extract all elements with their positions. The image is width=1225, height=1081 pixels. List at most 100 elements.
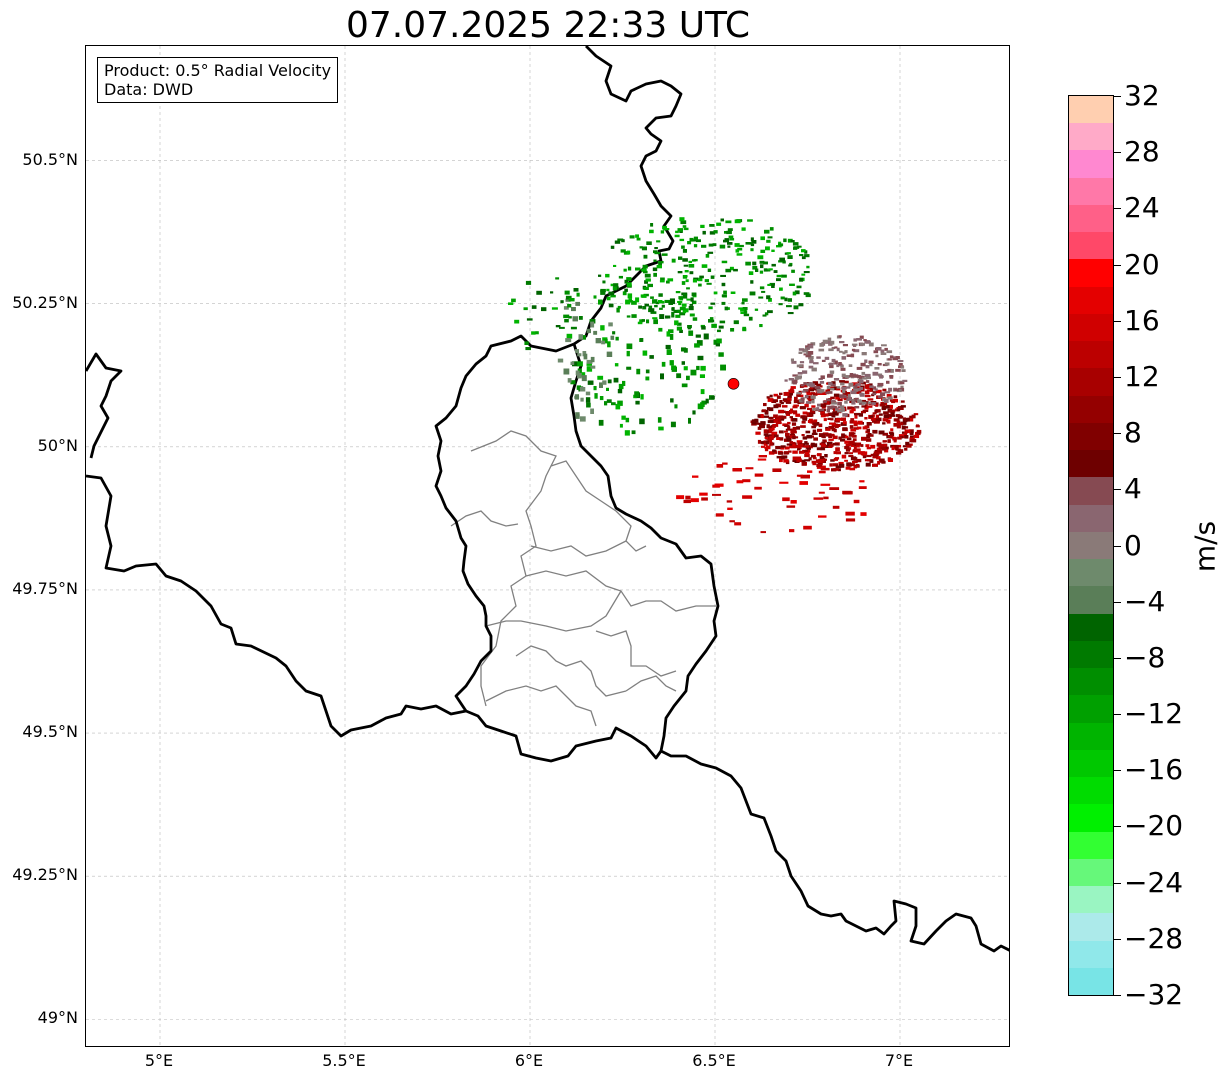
echo-cell [679,306,686,311]
echo-cell [858,375,865,380]
echo-cell [802,411,808,415]
echo-cell [755,268,759,272]
echo-cell [793,399,799,404]
echo-cell [659,280,665,283]
echo-cell [781,274,787,278]
echo-cell [679,329,683,333]
echo-cell [786,505,796,508]
echo-cell [864,390,870,395]
echo-cell [803,382,808,386]
echo-cell [812,407,817,411]
echo-cell [779,400,783,403]
echo-cell [690,297,694,302]
echo-cell [883,411,889,415]
echo-cell [740,308,745,312]
echo-cell [852,449,856,453]
echo-cell [860,512,867,516]
echo-cell [811,460,817,464]
echo-cell [880,402,886,407]
echo-cell [589,319,596,324]
echo-cell [904,429,911,434]
echo-cell [829,487,840,490]
echo-cell [583,353,588,360]
echo-cell [590,321,595,328]
echo-cell [868,342,874,347]
echo-cell [699,374,705,378]
echo-cell [805,354,811,358]
echo-cell [873,419,880,424]
echo-cell [832,435,838,440]
echo-cell [823,458,827,461]
echo-cell [884,362,890,366]
echo-cell [763,429,768,434]
colorbar-tick-label: −32 [1124,978,1184,1011]
radar-site-marker[interactable] [727,378,740,390]
echo-cell [778,418,784,421]
echo-cell [767,439,773,443]
echo-cell [865,365,870,369]
echo-cell [681,347,687,352]
echo-cell [679,217,685,222]
echo-cell [892,357,899,361]
echo-cell [683,275,688,278]
echo-cell [832,411,839,416]
echo-cell [778,241,782,245]
echo-cell [719,244,726,249]
radar-echoes [508,217,922,534]
echo-cell [662,225,667,230]
echo-cell [882,388,887,392]
echo-cell [712,243,717,246]
echo-cell [791,442,796,447]
echo-cell [743,310,747,314]
echo-cell [820,447,825,450]
echo-cell [557,358,564,363]
echo-cell [713,230,718,234]
echo-cell [828,348,834,352]
echo-cell [780,447,784,450]
echo-cell [809,409,814,413]
echo-cell [811,432,818,435]
echo-cell [837,409,843,413]
radar-map[interactable] [85,45,1010,1047]
echo-cell [779,257,785,262]
echo-cell [754,422,760,425]
echo-cell [835,465,842,469]
echo-cell [799,481,808,485]
echo-cell [524,341,529,345]
product-label: Product: 0.5° Radial Velocity [104,61,332,80]
echo-cell [780,415,787,419]
echo-cell [905,441,910,445]
echo-cell [641,268,647,272]
echo-cell [875,389,882,394]
echo-cell [859,335,864,339]
echo-cell [610,245,615,249]
echo-cell [643,287,649,290]
echo-cell [878,413,883,416]
echo-cell [865,462,871,467]
echo-cell [842,421,847,425]
echo-cell [803,389,809,392]
echo-cell [899,381,905,385]
echo-cell [845,443,850,447]
echo-cell [900,421,907,425]
echo-cell [576,292,580,297]
echo-cell [812,462,817,466]
echo-cell [763,443,768,446]
echo-cell [771,263,776,267]
echo-cell [825,433,832,437]
echo-cell [891,446,895,451]
echo-cell [808,365,814,369]
echo-cell [782,398,788,402]
echo-cell [758,455,767,458]
echo-cell [787,421,791,425]
echo-cell [683,499,691,504]
x-tick-label: 5°E [144,1051,174,1070]
echo-cell [778,243,784,247]
echo-cell [797,401,801,404]
echo-cell [796,394,801,397]
echo-cell [801,462,807,466]
y-tick-label: 49.5°N [22,722,78,742]
echo-cell [700,224,705,228]
echo-cell [812,429,817,433]
echo-cell [776,437,781,440]
